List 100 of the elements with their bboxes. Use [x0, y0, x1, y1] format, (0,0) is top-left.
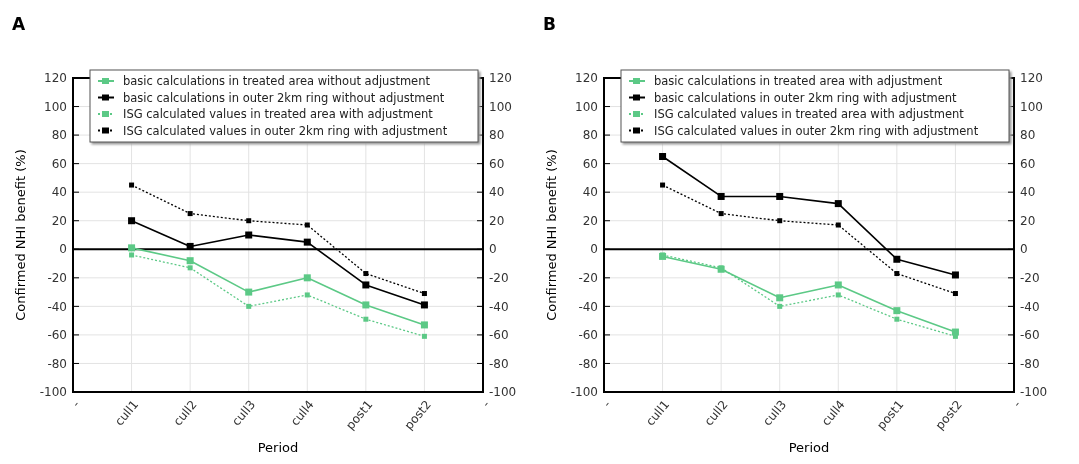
point — [834, 200, 842, 208]
legend-label: ISG calculated values in treated area with adjustment — [654, 107, 965, 122]
point — [362, 301, 370, 309]
point — [835, 222, 841, 228]
point — [129, 182, 135, 188]
point — [420, 321, 428, 329]
point — [363, 316, 369, 322]
y-tick-label: -60 — [47, 328, 67, 343]
point — [362, 281, 370, 289]
legend-label: basic calculations in outer 2km ring without adjustment — [123, 90, 445, 105]
x-tick-label: - — [479, 397, 493, 410]
point — [776, 192, 784, 200]
y-tick-label: 0 — [59, 242, 67, 257]
y2-tick-label: 100 — [1020, 99, 1043, 114]
y2-tick-label: -60 — [489, 328, 509, 343]
y-tick-label: -80 — [47, 356, 67, 371]
y-tick-label: 80 — [582, 128, 598, 143]
x-tick-label: - — [1010, 397, 1024, 410]
point — [245, 231, 253, 239]
point — [777, 218, 783, 224]
point — [660, 182, 666, 188]
y-tick-label: 60 — [582, 156, 598, 171]
y2-tick-label: -60 — [1020, 328, 1040, 343]
y2-tick-label: -40 — [489, 299, 509, 314]
point — [777, 303, 783, 309]
y2-tick-label: 60 — [1020, 156, 1036, 171]
y2-tick-label: -100 — [1020, 385, 1048, 400]
point — [303, 274, 311, 282]
point — [776, 294, 784, 302]
y2-tick-label: 20 — [1020, 213, 1036, 228]
y-tick-label: 100 — [575, 99, 598, 114]
legend-label: ISG calculated values in outer 2km ring with adjustment — [654, 123, 979, 138]
y-tick-label: -20 — [578, 271, 598, 286]
y2-tick-label: -80 — [1020, 356, 1040, 371]
y-tick-label: 40 — [51, 185, 67, 200]
y-tick-label: 60 — [51, 156, 67, 171]
y-tick-label: 20 — [582, 213, 598, 228]
y2-tick-label: 100 — [489, 99, 512, 114]
point — [894, 316, 900, 322]
point — [186, 242, 194, 250]
point — [304, 222, 310, 228]
point — [834, 281, 842, 289]
point — [420, 301, 428, 309]
point — [952, 291, 958, 297]
y-tick-label: -40 — [578, 299, 598, 314]
point — [951, 271, 959, 279]
y-tick-label: -60 — [578, 328, 598, 343]
point — [421, 291, 427, 297]
x-tick-label: - — [69, 397, 83, 410]
point — [187, 265, 193, 271]
point — [718, 211, 724, 217]
y2-tick-label: 80 — [1020, 128, 1036, 143]
y-tick-label: 120 — [575, 71, 598, 86]
legend-label: basic calculations in treated area without adjustment — [123, 74, 431, 89]
legend-label: ISG calculated values in outer 2km ring with adjustment — [123, 123, 448, 138]
y2-tick-label: -100 — [489, 385, 517, 400]
point — [303, 238, 311, 246]
point — [128, 244, 136, 252]
y-tick-label: -100 — [570, 385, 598, 400]
point — [128, 217, 136, 225]
point — [129, 252, 135, 258]
y-tick-label: 100 — [44, 99, 67, 114]
chart-title: B — [543, 14, 556, 34]
x-tick-label: - — [600, 397, 614, 410]
y-tick-label: -100 — [39, 385, 67, 400]
y2-tick-label: -20 — [1020, 271, 1040, 286]
y-axis-title: Confirmed NHI benefit (%) — [544, 149, 559, 321]
y2-tick-label: 40 — [1020, 185, 1036, 200]
x-axis-title: Period — [788, 440, 830, 455]
y2-tick-label: 0 — [489, 242, 497, 257]
y-tick-label: -20 — [47, 271, 67, 286]
y2-tick-label: 40 — [489, 185, 505, 200]
point — [894, 271, 900, 277]
y2-tick-label: 80 — [489, 128, 505, 143]
y2-tick-label: -80 — [489, 356, 509, 371]
y2-tick-label: 20 — [489, 213, 505, 228]
chart-title: A — [12, 14, 26, 34]
y2-tick-label: 120 — [489, 71, 512, 86]
y-tick-label: -80 — [578, 356, 598, 371]
point — [659, 153, 667, 160]
point — [186, 257, 194, 265]
y-tick-label: 120 — [44, 71, 67, 86]
x-axis-title: Period — [257, 440, 299, 455]
y2-tick-label: -40 — [1020, 299, 1040, 314]
point — [893, 307, 901, 315]
point — [245, 288, 253, 296]
y2-tick-label: -20 — [489, 271, 509, 286]
point — [187, 211, 193, 217]
legend-label: ISG calculated values in treated area with adjustment — [123, 107, 434, 122]
y-tick-label: 20 — [51, 213, 67, 228]
point — [835, 292, 841, 298]
legend-label: basic calculations in outer 2km ring with adjustment — [654, 90, 957, 105]
point — [304, 292, 310, 298]
y-tick-label: 0 — [590, 242, 598, 257]
y2-tick-label: 120 — [1020, 71, 1043, 86]
point — [246, 303, 252, 309]
legend-label: basic calculations in treated area with adjustment — [654, 74, 943, 89]
point — [893, 255, 901, 263]
y-tick-label: 80 — [51, 128, 67, 143]
y-tick-label: 40 — [582, 185, 598, 200]
